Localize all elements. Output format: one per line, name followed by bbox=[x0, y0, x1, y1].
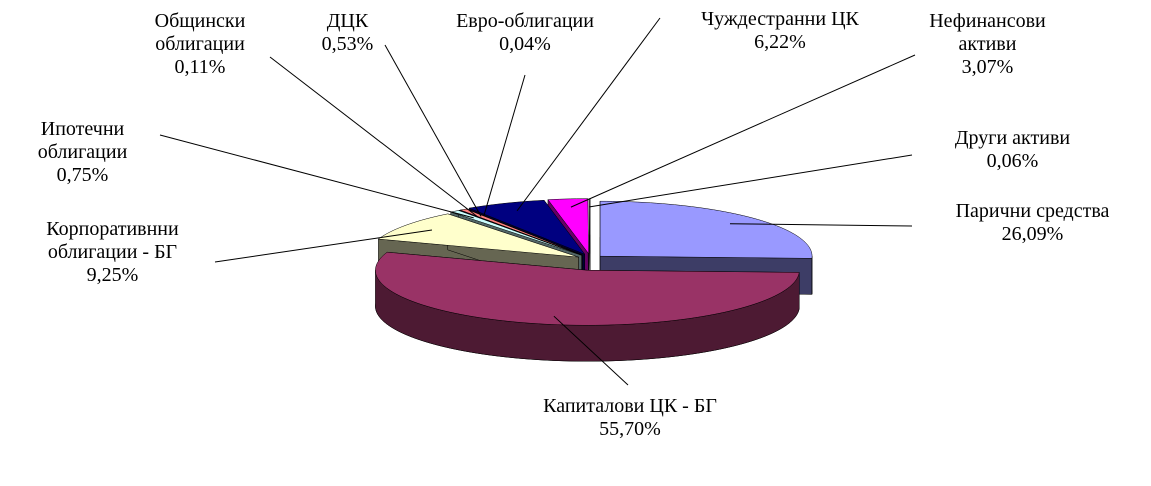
leader-line bbox=[516, 17, 661, 212]
leader-line bbox=[553, 315, 629, 386]
slice-label: Парични средства 26,09% bbox=[905, 200, 1151, 246]
slice bbox=[377, 213, 579, 258]
slice-label: ДЦК 0,53% bbox=[305, 10, 390, 56]
leader-line bbox=[589, 154, 913, 208]
slice bbox=[449, 210, 582, 256]
value-label: 26,09% bbox=[1001, 223, 1064, 245]
category-label: Корпоративнни облигации - БГ bbox=[46, 218, 179, 263]
category-label: Евро-облигации bbox=[456, 10, 594, 32]
leader-line bbox=[159, 134, 474, 219]
slice bbox=[468, 199, 586, 255]
slice bbox=[547, 198, 589, 255]
category-label: Ипотечни облигации bbox=[37, 118, 128, 163]
slice-label: Други активи 0,06% bbox=[905, 127, 1120, 173]
leader-line bbox=[269, 56, 479, 218]
slice-label: Ипотечни облигации 0,75% bbox=[0, 118, 165, 187]
category-label: ДЦК bbox=[326, 10, 369, 32]
category-label: Капиталови ЦК - БГ bbox=[543, 395, 717, 417]
slice bbox=[375, 251, 800, 326]
value-label: 0,75% bbox=[56, 164, 109, 186]
category-label: Чуждестранни ЦК bbox=[701, 8, 859, 30]
value-label: 9,25% bbox=[86, 264, 139, 286]
slice-label: Капиталови ЦК - БГ 55,70% bbox=[515, 395, 745, 441]
value-label: 0,11% bbox=[174, 56, 226, 78]
value-label: 0,53% bbox=[321, 33, 374, 55]
leader-line bbox=[483, 74, 526, 216]
slice-label: Корпоративнни облигации - БГ 9,25% bbox=[0, 218, 225, 287]
value-label: 3,07% bbox=[961, 56, 1014, 78]
value-label: 55,70% bbox=[599, 418, 661, 440]
category-label: Други активи bbox=[954, 127, 1071, 149]
slice-label: Нефинансови активи 3,07% bbox=[910, 10, 1065, 79]
slice-label: Евро-облигации 0,04% bbox=[440, 10, 610, 56]
category-label: Парични средства bbox=[955, 200, 1110, 222]
slice-label: Общински облигации 0,11% bbox=[130, 10, 270, 79]
value-label: 6,22% bbox=[754, 31, 806, 53]
category-label: Нефинансови активи bbox=[929, 10, 1046, 55]
leader-line bbox=[384, 44, 482, 217]
leader-line bbox=[729, 223, 913, 227]
leader-line bbox=[570, 54, 916, 208]
category-label: Общински облигации bbox=[154, 10, 246, 55]
value-label: 0,04% bbox=[499, 33, 551, 55]
leader-line bbox=[214, 229, 433, 263]
value-label: 0,06% bbox=[986, 150, 1039, 172]
slice-label: Чуждестранни ЦК 6,22% bbox=[655, 8, 905, 54]
slice bbox=[599, 200, 813, 259]
